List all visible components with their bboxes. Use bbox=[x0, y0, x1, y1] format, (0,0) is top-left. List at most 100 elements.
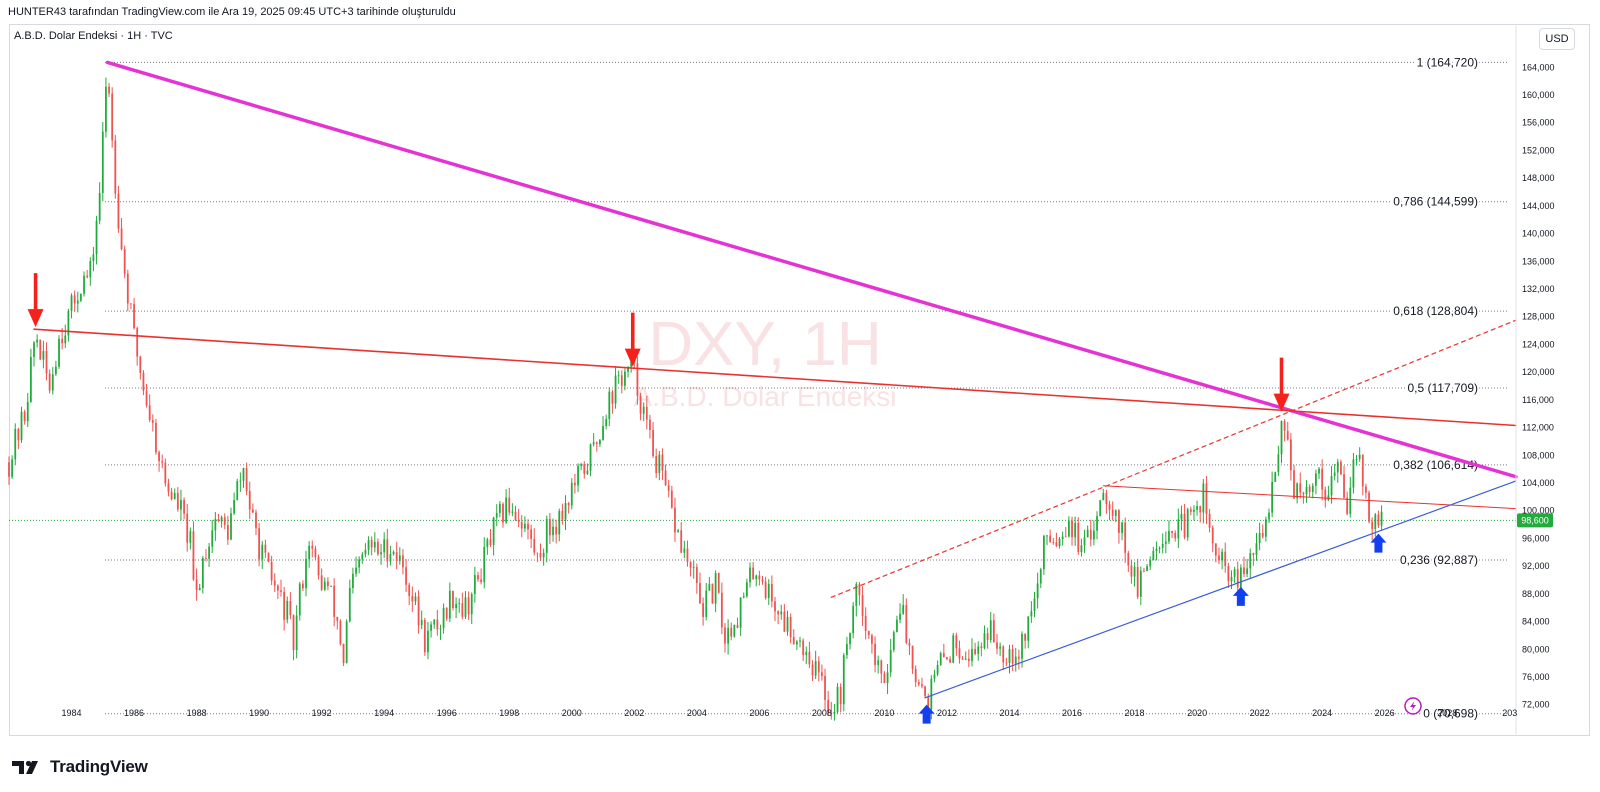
candle-body bbox=[839, 686, 842, 705]
candle-body bbox=[952, 635, 955, 663]
candle-body bbox=[805, 651, 808, 656]
candle-body bbox=[36, 339, 39, 343]
candle-body bbox=[849, 633, 851, 645]
candle-body bbox=[45, 350, 48, 374]
candle-body bbox=[205, 557, 207, 559]
candle-body bbox=[283, 591, 286, 620]
candle-body bbox=[1261, 532, 1264, 537]
trend-line-rising-support[interactable] bbox=[924, 480, 1517, 699]
candle-body bbox=[1349, 487, 1352, 514]
buy-arrow-2011[interactable] bbox=[918, 704, 935, 724]
trend-line-channel-top[interactable] bbox=[830, 319, 1517, 598]
y-tick-label: 124,000 bbox=[1522, 339, 1555, 349]
candle-body bbox=[1046, 535, 1048, 537]
y-tick-label: 128,000 bbox=[1522, 312, 1555, 322]
candle-body bbox=[655, 456, 658, 474]
candle-body bbox=[852, 605, 855, 634]
candle-body bbox=[477, 575, 479, 580]
candle-body bbox=[105, 86, 107, 132]
x-tick-label: 2002 bbox=[624, 708, 644, 718]
currency-button[interactable]: USD bbox=[1539, 28, 1575, 50]
candle-body bbox=[1368, 492, 1370, 522]
candle-body bbox=[417, 596, 420, 626]
trend-line-minor-resistance[interactable] bbox=[1102, 485, 1517, 510]
candle-body bbox=[370, 540, 373, 548]
sell-arrow-2022[interactable] bbox=[1273, 357, 1290, 412]
candle-body bbox=[789, 616, 792, 638]
candle-body bbox=[323, 581, 326, 590]
candle-body bbox=[1133, 566, 1136, 577]
candle-body bbox=[802, 640, 805, 656]
buy-arrow-2021[interactable] bbox=[1232, 586, 1249, 606]
candle-body bbox=[755, 575, 758, 579]
signal-arrows[interactable] bbox=[27, 273, 1387, 724]
candle-body bbox=[667, 485, 670, 491]
candle-body bbox=[817, 661, 820, 673]
candle-body bbox=[67, 310, 70, 336]
candle-body bbox=[914, 668, 917, 683]
candle-body bbox=[1093, 530, 1095, 540]
candle-body bbox=[1246, 568, 1249, 574]
x-axis[interactable]: 1984 1986 1988 1990 1992 1994 1996 1998 2000 2002… bbox=[62, 708, 1518, 718]
candle-body bbox=[1230, 576, 1233, 582]
candle-body bbox=[339, 620, 342, 644]
candle-body bbox=[226, 524, 229, 540]
candle-body bbox=[151, 419, 154, 423]
candle-body bbox=[711, 583, 714, 604]
candle-body bbox=[936, 664, 939, 675]
candle-body bbox=[76, 300, 79, 304]
candle-body bbox=[389, 554, 392, 562]
candle-body bbox=[958, 648, 961, 659]
candle-body bbox=[317, 557, 320, 576]
candle-body bbox=[505, 497, 508, 523]
lightning-replay-icon[interactable] bbox=[1404, 697, 1422, 715]
symbol-title[interactable]: A.B.D. Dolar Endeksi · 1H · TVC bbox=[14, 30, 173, 42]
candle-body bbox=[877, 660, 880, 666]
candle-body bbox=[1002, 646, 1005, 663]
candle-body bbox=[508, 497, 511, 513]
candle-body bbox=[1102, 493, 1105, 501]
candle-body bbox=[464, 597, 467, 617]
x-tick-label: 203 bbox=[1502, 708, 1517, 718]
candle-body bbox=[1083, 537, 1086, 546]
candle-body bbox=[867, 631, 870, 636]
candle-body bbox=[889, 649, 892, 673]
candle-body bbox=[439, 628, 442, 630]
x-tick-label: 2022 bbox=[1250, 708, 1270, 718]
candle-body bbox=[564, 503, 567, 520]
candle-body bbox=[17, 428, 20, 441]
candle-body bbox=[1158, 547, 1161, 549]
candle-body bbox=[1243, 567, 1245, 574]
y-axis[interactable]: 72,000 76,000 80,000 84,000 88,000 92,000 96,0… bbox=[1515, 24, 1555, 736]
candle-body bbox=[767, 583, 770, 599]
candle-body bbox=[189, 531, 192, 543]
candle-body bbox=[1011, 649, 1014, 664]
candle-body bbox=[880, 660, 883, 674]
candle-body bbox=[1139, 570, 1142, 597]
x-tick-label: 1986 bbox=[124, 708, 144, 718]
candle-body bbox=[592, 442, 595, 445]
candle-body bbox=[595, 442, 598, 445]
candle-body bbox=[1143, 570, 1145, 572]
brand-footer[interactable]: TradingView bbox=[10, 757, 148, 777]
tradingview-logo-icon bbox=[12, 760, 38, 774]
candle-body bbox=[101, 131, 104, 193]
trend-line-major-downtrend[interactable] bbox=[105, 60, 1518, 479]
candle-body bbox=[955, 635, 958, 649]
candle-body bbox=[1377, 514, 1380, 526]
buy-arrow-2025[interactable] bbox=[1370, 533, 1387, 553]
trend-line-long-term-resistance[interactable] bbox=[33, 328, 1517, 427]
candle-body bbox=[511, 511, 514, 513]
sell-arrow-2002[interactable] bbox=[624, 312, 641, 367]
candle-body bbox=[1302, 492, 1305, 495]
x-tick-label: 1998 bbox=[499, 708, 519, 718]
candle-body bbox=[617, 375, 620, 377]
candle-body bbox=[1336, 461, 1339, 473]
candle-body bbox=[492, 517, 495, 546]
candle-body bbox=[902, 605, 905, 614]
candle-body bbox=[117, 193, 120, 229]
y-tick-label: 136,000 bbox=[1522, 256, 1555, 266]
candle-body bbox=[730, 627, 733, 637]
sell-arrow-1985[interactable] bbox=[27, 273, 44, 328]
